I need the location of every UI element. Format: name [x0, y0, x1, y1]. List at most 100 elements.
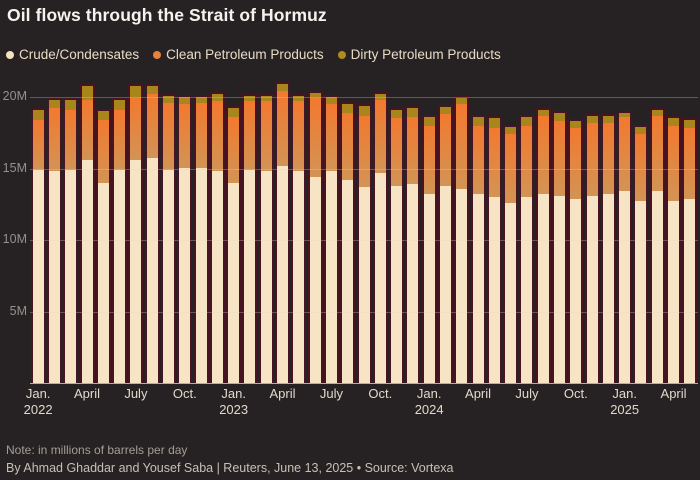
- dirty-segment: [342, 104, 354, 113]
- clean-segment: [635, 134, 647, 202]
- clean-segment: [439, 114, 451, 186]
- dirty-segment: [130, 85, 142, 99]
- clean-segment: [586, 122, 598, 196]
- dirty-segment: [521, 117, 533, 126]
- bar-dec-2024: [600, 113, 616, 383]
- clean-segment: [554, 121, 565, 196]
- legend-item-crude: Crude/Condensates: [6, 47, 139, 62]
- legend-item-dirty: Dirty Petroleum Products: [337, 47, 501, 62]
- clean-segment: [537, 115, 549, 195]
- bar-nov-2022: [193, 95, 209, 383]
- crude-segment: [521, 197, 533, 383]
- bar-mar-2022: [63, 97, 79, 383]
- crude-segment: [195, 168, 207, 383]
- crude-segment: [668, 201, 680, 383]
- x-axis-label-month: April: [74, 386, 101, 401]
- x-axis-label-month: April: [465, 386, 492, 401]
- bar-mar-2024: [454, 96, 470, 383]
- bar-may-2024: [486, 116, 502, 383]
- crude-segment: [602, 194, 614, 383]
- bar-feb-2023: [242, 93, 258, 383]
- crude-segment: [374, 172, 386, 383]
- crude-segment: [391, 185, 403, 383]
- bar-jan-2022: [30, 107, 46, 383]
- dirty-segment: [456, 98, 468, 105]
- legend-label-dirty: Dirty Petroleum Products: [350, 47, 501, 62]
- bar-jun-2023: [307, 90, 323, 383]
- clean-segment: [407, 117, 419, 185]
- x-axis-label-month: Jan.: [612, 386, 637, 401]
- dirty-segment: [211, 94, 223, 102]
- footnote: Note: in millions of barrels per day: [6, 443, 188, 457]
- x-axis-label-year: 2025: [610, 402, 640, 417]
- clean-segment: [521, 125, 533, 198]
- clean-segment: [570, 128, 582, 199]
- bar-apr-2025: [666, 116, 682, 383]
- dirty-segment: [97, 111, 109, 120]
- dirty-segment: [228, 108, 240, 118]
- dirty-segment: [325, 97, 337, 105]
- crude-segment: [684, 198, 696, 383]
- clean-segment: [48, 108, 60, 172]
- clean-segment: [211, 101, 223, 172]
- dirty-segment: [195, 97, 207, 103]
- crude-segment: [48, 171, 60, 383]
- clean-segment: [374, 99, 386, 173]
- dirty-segment: [602, 115, 614, 123]
- dirty-segment: [423, 117, 435, 126]
- clean-segment: [277, 91, 289, 166]
- clean-segment: [81, 99, 93, 160]
- bar-dec-2023: [405, 106, 421, 383]
- clean-segment: [488, 128, 500, 198]
- dirty-segment: [48, 99, 60, 109]
- clean-segment: [684, 128, 696, 199]
- x-axis-label-month: Oct.: [368, 386, 393, 401]
- dirty-segment: [554, 112, 565, 122]
- clean-segment: [195, 102, 207, 169]
- clean-segment: [244, 101, 256, 170]
- clean-segment: [97, 119, 109, 183]
- clean-segment: [260, 101, 272, 172]
- crude-segment: [554, 195, 565, 383]
- x-axis-label-month: April: [269, 386, 296, 401]
- crude-segment: [130, 159, 142, 383]
- crude-segment: [97, 182, 109, 383]
- crude-segment: [325, 171, 337, 383]
- crude-segment: [472, 194, 484, 383]
- legend-label-crude: Crude/Condensates: [19, 47, 140, 62]
- x-axis-label-month: April: [660, 386, 687, 401]
- dirty-segment: [505, 127, 517, 135]
- clean-segment: [456, 104, 468, 189]
- legend-item-clean: Clean Petroleum Products: [153, 47, 324, 62]
- bar-sep-2023: [356, 103, 372, 383]
- dirty-segment: [668, 118, 680, 126]
- crude-segment: [65, 169, 77, 383]
- bar-dec-2022: [209, 92, 225, 383]
- dirty-segment: [488, 118, 500, 129]
- crude-segment: [407, 184, 419, 383]
- crude-segment: [505, 202, 517, 383]
- bar-nov-2023: [389, 107, 405, 383]
- clean-segment: [619, 117, 631, 192]
- crude-segment: [211, 171, 223, 383]
- bar-feb-2024: [437, 105, 453, 383]
- x-axis-label-month: Oct.: [172, 386, 197, 401]
- bars-layer: [30, 0, 698, 383]
- crude-segment: [81, 159, 93, 383]
- clean-segment: [391, 118, 403, 186]
- clean-segment: [130, 98, 142, 160]
- dirty-segment: [635, 127, 647, 135]
- dirty-segment: [162, 95, 174, 103]
- crude-segment: [114, 169, 126, 383]
- crude-segment: [162, 169, 174, 383]
- x-axis-label-year: 2024: [414, 402, 444, 417]
- bar-oct-2024: [568, 119, 584, 383]
- x-axis-label-month: Jan.: [416, 386, 442, 401]
- x-axis-label-month: July: [515, 386, 539, 401]
- legend: Crude/Condensates Clean Petroleum Produc…: [6, 47, 501, 62]
- crude-segment: [342, 179, 354, 383]
- dirty-segment: [65, 99, 77, 110]
- clean-segment: [293, 101, 305, 172]
